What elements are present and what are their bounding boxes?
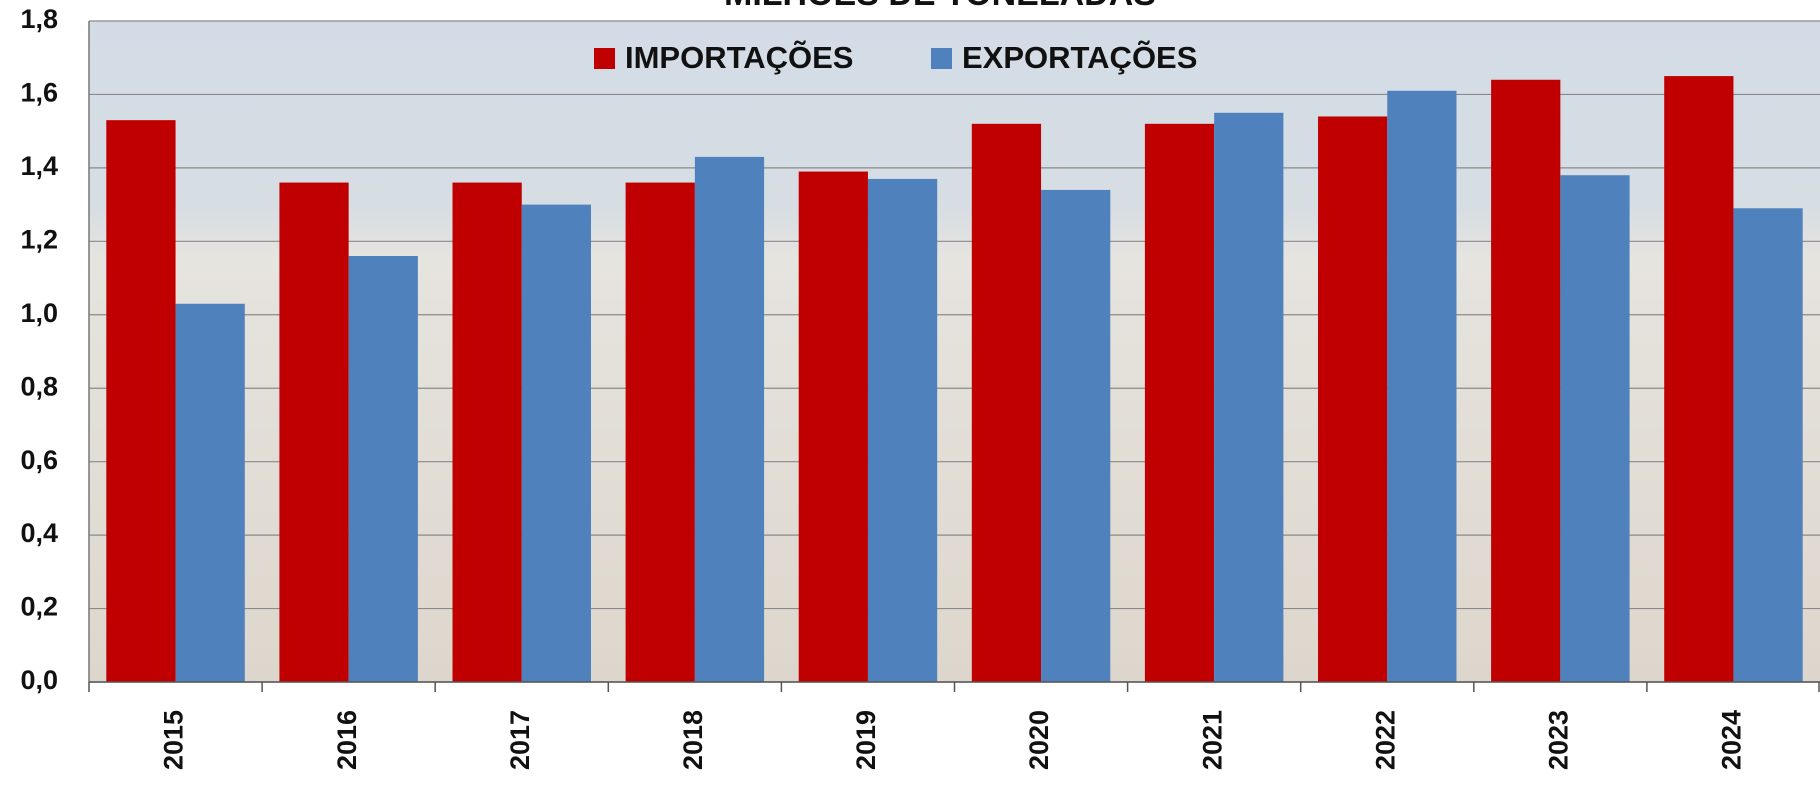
y-tick-label: 0,8 xyxy=(20,371,58,401)
bar xyxy=(1318,116,1388,682)
y-tick-label: 1,4 xyxy=(20,151,58,181)
bar xyxy=(971,123,1042,683)
x-tick-label: 2018 xyxy=(678,710,708,770)
x-tick-label: 2021 xyxy=(1197,710,1227,770)
x-tick-label: 2017 xyxy=(505,710,535,770)
bar xyxy=(1144,123,1215,683)
x-tick-label: 2015 xyxy=(159,710,189,770)
bar xyxy=(1664,76,1734,683)
bar xyxy=(452,182,522,683)
bar xyxy=(1560,175,1630,682)
y-tick-label: 0,0 xyxy=(20,665,58,695)
x-tick-label: 2022 xyxy=(1370,710,1400,770)
bar xyxy=(106,120,176,682)
bar xyxy=(348,256,418,682)
bar xyxy=(867,178,938,682)
bar xyxy=(798,171,868,683)
x-tick-label: 2024 xyxy=(1717,710,1747,770)
bar xyxy=(1041,189,1111,682)
bar xyxy=(1214,112,1284,683)
y-tick-label: 1,2 xyxy=(20,224,58,254)
bar xyxy=(1733,208,1803,683)
bar xyxy=(175,303,245,682)
y-tick-label: 1,6 xyxy=(20,78,58,108)
y-tick-label: 1,0 xyxy=(20,298,58,328)
bar xyxy=(694,156,765,683)
x-tick-label: 2020 xyxy=(1024,710,1054,770)
legend-label: IMPORTAÇÕES xyxy=(625,39,854,75)
bar xyxy=(1491,79,1561,682)
bar xyxy=(521,204,591,682)
bar xyxy=(279,182,349,683)
x-tick-label: 2016 xyxy=(332,710,362,770)
y-tick-label: 0,6 xyxy=(20,445,58,475)
y-tick-label: 0,4 xyxy=(20,518,58,548)
y-tick-label: 0,2 xyxy=(20,592,58,622)
chart-title: MILHÕES DE TONELADAS xyxy=(724,0,1156,13)
y-tick-label: 1,8 xyxy=(20,4,58,34)
bar xyxy=(1387,90,1457,683)
x-tick-label: 2023 xyxy=(1543,710,1573,770)
legend-swatch xyxy=(594,48,615,69)
bar xyxy=(625,182,695,683)
legend-label: EXPORTAÇÕES xyxy=(962,39,1197,75)
x-tick-label: 2019 xyxy=(851,710,881,770)
legend-swatch xyxy=(931,48,952,69)
